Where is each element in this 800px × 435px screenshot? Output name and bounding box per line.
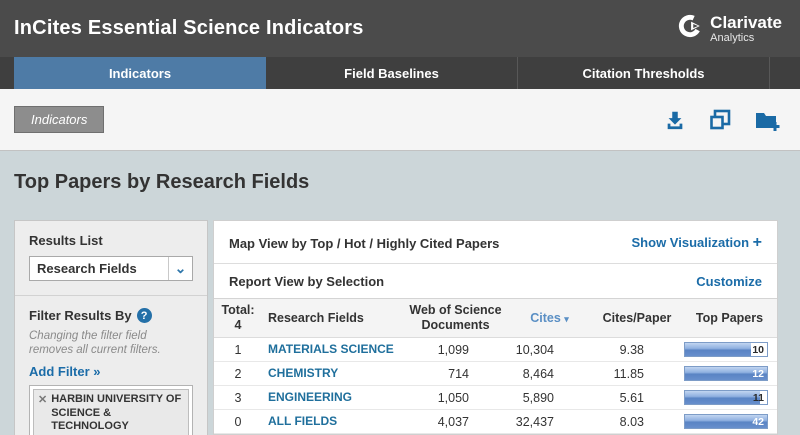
research-field-link[interactable]: ENGINEERING <box>262 391 404 405</box>
col-top-papers[interactable]: Top Papers <box>682 307 777 330</box>
table-row: 3ENGINEERING1,0505,8905.61 11 <box>214 386 777 410</box>
row-rank: 0 <box>214 415 262 429</box>
top-papers-value: 10 <box>752 343 764 356</box>
top-papers-bar-fill <box>685 343 751 356</box>
wos-documents-value: 1,099 <box>404 343 507 357</box>
table-row: 2CHEMISTRY7148,46411.85 12 <box>214 362 777 386</box>
total-count: Total: 4 <box>214 299 262 337</box>
add-filter-link[interactable]: Add Filter » <box>29 364 193 379</box>
top-papers-bar: 42 <box>684 414 768 429</box>
sort-desc-icon: ▾ <box>564 314 569 324</box>
cites-value: 5,890 <box>507 391 592 405</box>
top-papers-bar: 12 <box>684 366 768 381</box>
cites-value: 8,464 <box>507 367 592 381</box>
tab-indicators[interactable]: Indicators <box>14 57 266 89</box>
table-row: 1MATERIALS SCIENCE1,09910,3049.38 10 <box>214 338 777 362</box>
col-research-fields[interactable]: Research Fields <box>262 307 404 330</box>
row-rank: 1 <box>214 343 262 357</box>
report-view-label: Report View by Selection <box>229 274 384 289</box>
cites-value: 32,437 <box>507 415 592 429</box>
col-wos-documents[interactable]: Web of Science Documents <box>404 299 507 337</box>
customize-link[interactable]: Customize <box>696 274 762 289</box>
filter-by-label: Filter Results By <box>29 308 132 323</box>
page-title: Top Papers by Research Fields <box>0 151 800 194</box>
tab-bar: Indicators Field Baselines Citation Thre… <box>0 57 800 89</box>
clarivate-logo-icon <box>677 13 703 44</box>
cites-per-paper-value: 11.85 <box>592 367 682 381</box>
top-papers-cell: 42 <box>682 411 777 432</box>
folder-add-icon[interactable] <box>754 108 780 132</box>
top-papers-bar: 10 <box>684 342 768 357</box>
plus-icon: + <box>753 234 762 251</box>
row-rank: 3 <box>214 391 262 405</box>
cites-per-paper-value: 9.38 <box>592 343 682 357</box>
research-field-link[interactable]: ALL FIELDS <box>262 415 404 429</box>
table-body: 1MATERIALS SCIENCE1,09910,3049.38 10 2CHEM… <box>214 338 777 434</box>
top-papers-bar-fill <box>685 391 760 404</box>
results-list-dropdown[interactable]: Research Fields ⌄ <box>29 256 193 281</box>
wos-documents-value: 714 <box>404 367 507 381</box>
top-papers-value: 12 <box>752 367 764 380</box>
research-field-link[interactable]: CHEMISTRY <box>262 367 404 381</box>
sidebar: Results List Research Fields ⌄ Filter Re… <box>14 220 208 435</box>
row-rank: 2 <box>214 367 262 381</box>
filter-list: ✕ HARBIN UNIVERSITY OF SCIENCE & TECHNOL… <box>29 385 193 435</box>
top-papers-bar: 11 <box>684 390 768 405</box>
top-papers-cell: 10 <box>682 339 777 360</box>
table-header: Total: 4 Research Fields Web of Science … <box>214 298 777 338</box>
results-list-value: Research Fields <box>30 261 137 276</box>
wos-documents-value: 1,050 <box>404 391 507 405</box>
research-field-link[interactable]: MATERIALS SCIENCE <box>262 343 404 357</box>
table-row: 0ALL FIELDS4,03732,4378.03 42 <box>214 410 777 434</box>
col-cites-sorted[interactable]: Cites ▾ <box>507 307 592 330</box>
col-cites-per-paper[interactable]: Cites/Paper <box>592 307 682 330</box>
download-icon[interactable] <box>664 109 686 131</box>
print-icon[interactable] <box>708 108 732 132</box>
brand-name: Clarivate <box>710 14 782 31</box>
filter-chip-label: HARBIN UNIVERSITY OF SCIENCE & TECHNOLOG… <box>51 393 184 434</box>
cites-value: 10,304 <box>507 343 592 357</box>
help-icon[interactable]: ? <box>137 308 152 323</box>
toolbar: Indicators <box>0 89 800 151</box>
filter-note: Changing the filter field removes all cu… <box>29 329 193 358</box>
cites-per-paper-value: 8.03 <box>592 415 682 429</box>
chevron-down-icon: ⌄ <box>168 257 192 280</box>
top-papers-value: 11 <box>753 391 764 404</box>
brand-logo: Clarivate Analytics <box>677 13 782 44</box>
top-papers-value: 42 <box>752 415 764 428</box>
tab-citation-thresholds[interactable]: Citation Thresholds <box>518 57 770 89</box>
app-header: InCites Essential Science Indicators Cla… <box>0 0 800 57</box>
map-view-label: Map View by Top / Hot / Highly Cited Pap… <box>229 236 499 251</box>
show-visualization-link[interactable]: Show Visualization + <box>632 234 762 252</box>
brand-sub: Analytics <box>710 33 782 44</box>
tab-field-baselines[interactable]: Field Baselines <box>266 57 518 89</box>
app-title: InCites Essential Science Indicators <box>14 17 364 40</box>
breadcrumb[interactable]: Indicators <box>14 106 104 133</box>
filter-chip: ✕ HARBIN UNIVERSITY OF SCIENCE & TECHNOL… <box>33 389 189 435</box>
wos-documents-value: 4,037 <box>404 415 507 429</box>
top-papers-cell: 12 <box>682 363 777 384</box>
results-list-label: Results List <box>29 233 193 248</box>
main-panel: Map View by Top / Hot / Highly Cited Pap… <box>213 220 778 435</box>
remove-filter-icon[interactable]: ✕ <box>38 393 47 434</box>
cites-per-paper-value: 5.61 <box>592 391 682 405</box>
top-papers-cell: 11 <box>682 387 777 408</box>
